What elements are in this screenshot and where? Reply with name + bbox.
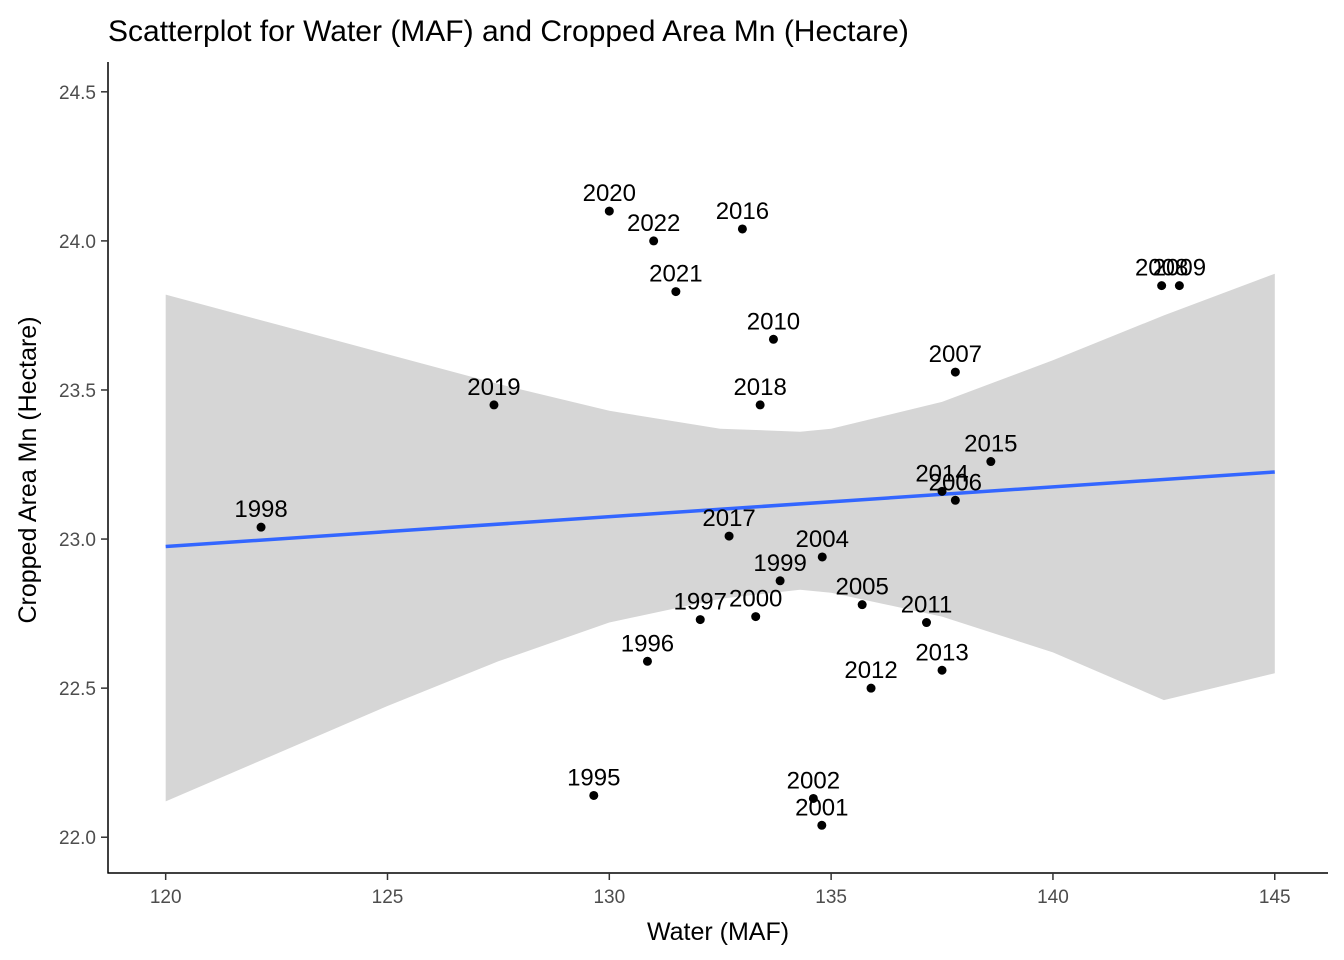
point-label: 2010 — [747, 308, 800, 335]
point-label: 2014 — [915, 460, 968, 487]
point-label: 2021 — [649, 261, 702, 288]
data-point — [866, 683, 876, 693]
point-label: 2000 — [729, 586, 782, 613]
data-point — [937, 486, 947, 496]
data-point — [808, 793, 818, 803]
point-label: 2012 — [844, 657, 897, 684]
point-label: 2005 — [835, 574, 888, 601]
point-label: 2020 — [583, 180, 636, 207]
point-label: 1997 — [674, 589, 727, 616]
point-label: 2007 — [929, 341, 982, 368]
data-point — [950, 495, 960, 505]
y-tick-label: 22.5 — [59, 679, 96, 700]
point-label: 1998 — [234, 496, 287, 523]
data-point — [950, 367, 960, 377]
x-tick-label: 130 — [593, 887, 625, 908]
point-label: 2009 — [1153, 255, 1206, 282]
data-point — [1174, 281, 1184, 291]
point-label: 2001 — [795, 794, 848, 821]
data-point — [604, 206, 614, 216]
y-axis-title: Cropped Area Mn (Hectare) — [14, 316, 42, 623]
data-point — [489, 400, 499, 410]
data-point — [649, 236, 659, 246]
y-tick-label: 23.5 — [59, 381, 96, 402]
x-tick-label: 125 — [372, 887, 404, 908]
data-point — [768, 334, 778, 344]
data-point — [724, 531, 734, 541]
y-tick-label: 22.0 — [59, 828, 96, 849]
data-point — [1157, 281, 1167, 291]
point-label: 2002 — [787, 767, 840, 794]
data-point — [751, 612, 761, 622]
point-label: 2006 — [929, 469, 982, 496]
point-label: 2018 — [733, 374, 786, 401]
data-point — [775, 576, 785, 586]
confidence-band — [165, 273, 1275, 802]
data-point — [937, 665, 947, 675]
data-point — [857, 600, 867, 610]
data-point — [986, 457, 996, 467]
data-point — [589, 790, 599, 800]
data-point — [671, 287, 681, 297]
point-label: 2019 — [467, 374, 520, 401]
chart-title: Scatterplot for Water (MAF) and Cropped … — [108, 15, 909, 48]
x-tick-label: 120 — [150, 887, 182, 908]
point-label: 1995 — [567, 764, 620, 791]
y-tick-label: 24.5 — [59, 83, 96, 104]
data-point — [737, 224, 747, 234]
point-label: 2015 — [964, 431, 1017, 458]
data-point — [922, 618, 932, 628]
data-point — [817, 552, 827, 562]
x-tick-label: 140 — [1037, 887, 1069, 908]
point-label: 2016 — [716, 198, 769, 225]
point-label: 2004 — [796, 526, 849, 553]
point-label: 2022 — [627, 210, 680, 237]
y-tick-label: 24.0 — [59, 232, 96, 253]
y-tick-label: 23.0 — [59, 530, 96, 551]
x-tick-label: 135 — [815, 887, 847, 908]
point-label: 2013 — [915, 639, 968, 666]
data-point — [695, 615, 705, 625]
point-label: 2017 — [702, 505, 755, 532]
point-label: 1999 — [753, 550, 806, 577]
x-axis-title: Water (MAF) — [647, 918, 789, 946]
data-point — [755, 400, 765, 410]
point-label: 2011 — [901, 592, 953, 619]
data-point — [642, 656, 652, 666]
point-label: 2008 — [1135, 255, 1188, 282]
data-point — [256, 522, 266, 532]
regression-line — [165, 470, 1275, 549]
point-label: 1996 — [621, 630, 674, 657]
data-point — [817, 820, 827, 830]
x-tick-label: 145 — [1259, 887, 1291, 908]
